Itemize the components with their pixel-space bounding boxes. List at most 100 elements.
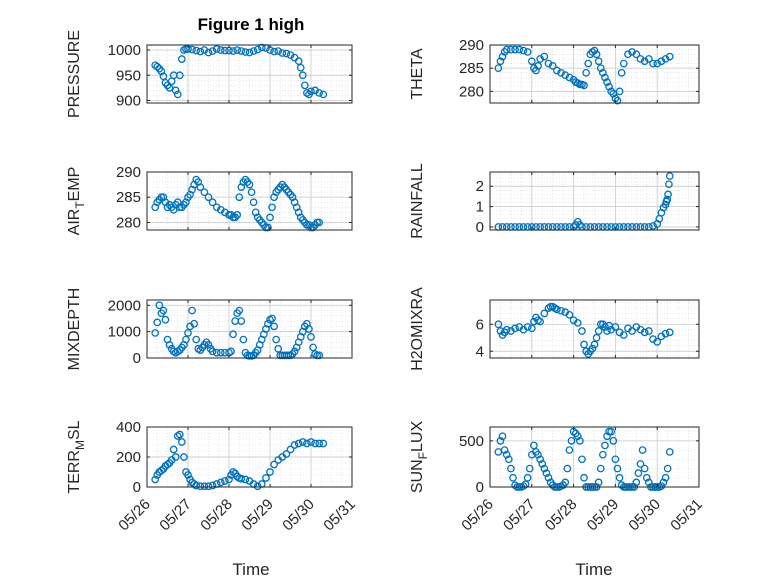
axes-box: [146, 171, 353, 231]
theta-data-point: [665, 52, 674, 61]
sunflux-data-point: [536, 455, 545, 464]
x-tick-label: 05/26: [115, 496, 154, 535]
h2omixra-data-point: [527, 324, 536, 333]
y-tick-label: 0: [476, 479, 484, 496]
mixdepth-data-point: [192, 335, 201, 344]
sunflux-data-point: [500, 446, 509, 454]
theta-data-point: [523, 48, 532, 56]
h2omixra-data-point: [511, 324, 519, 333]
air_temp-data-point: [245, 180, 254, 189]
pressure-data-point: [153, 62, 162, 71]
sunflux-data-point: [580, 473, 588, 482]
h2omixra-data-point: [557, 306, 565, 315]
sunflux-data-point: [542, 469, 551, 478]
air_temp-data-point: [235, 193, 244, 202]
sunflux-data-point: [507, 464, 515, 473]
theta-data-point: [632, 50, 641, 59]
pressure-data-point: [315, 89, 324, 97]
theta-y-axis-label: THETA: [409, 48, 426, 100]
mixdepth-data-point: [315, 351, 324, 360]
y-tick-label: 1000: [108, 324, 141, 341]
theta-data-point: [649, 59, 657, 68]
pressure-data-point: [274, 47, 283, 55]
mixdepth-data-point: [264, 319, 272, 328]
theta-data-point: [599, 68, 607, 77]
sunflux-data-point: [573, 432, 582, 441]
mixdepth-data-point: [155, 301, 164, 310]
y-tick-label: 290: [459, 37, 484, 54]
sunflux-data-point: [578, 455, 586, 464]
pressure-data-point: [249, 47, 258, 55]
pressure-data-point: [319, 90, 328, 99]
sunflux-data-point: [613, 464, 622, 473]
mixdepth-panel: 0 1000 2000 MIXDEPTH: [66, 288, 353, 370]
pressure-data-point: [300, 81, 309, 90]
sunflux-data-point: [534, 450, 542, 459]
air_temp-data-point: [204, 193, 213, 202]
terr_msl-data-point: [270, 460, 278, 469]
pressure-data-point: [245, 48, 254, 57]
terr_msl-data-point: [221, 477, 229, 485]
mixdepth-data-point: [270, 322, 278, 331]
terr_msl-data-point: [233, 472, 242, 481]
x-tick-label: 05/30: [279, 496, 318, 535]
h2omixra-data-point: [653, 337, 662, 346]
theta-data-point: [553, 66, 561, 75]
h2omixra-data-point: [640, 328, 649, 337]
terr_msl-y-axis-label: TERRMSL: [66, 420, 87, 493]
theta-data-point: [617, 68, 626, 77]
sunflux-data-point: [565, 446, 574, 454]
h2omixra-data-point: [644, 327, 653, 335]
terr_msl-data-point: [151, 475, 160, 484]
sunflux-panel: 0 500 SUNFLUX 05/26 05/27 05/28 05/29 05/30 05/3…: [409, 421, 706, 535]
rainfall-data-point: [661, 200, 670, 209]
y-tick-label: 0: [133, 350, 141, 367]
theta-data-point: [653, 59, 662, 68]
mixdepth-data-point: [184, 329, 192, 337]
sunflux-data-point: [615, 473, 624, 482]
sunflux-data-point: [596, 464, 605, 473]
air_temp-data-point: [200, 188, 209, 197]
terr_msl-data-point: [208, 481, 217, 490]
sunflux-data-point: [594, 478, 603, 487]
theta-data-point: [613, 96, 622, 105]
mixdepth-data-point: [229, 330, 237, 339]
sunflux-data-point: [509, 473, 517, 482]
h2omixra-data-point: [619, 331, 628, 339]
sunflux-data-point: [607, 427, 616, 436]
terr_msl-data-point: [178, 438, 186, 446]
theta-data-point: [530, 64, 538, 73]
terr_msl-data-point: [290, 441, 299, 449]
terr_msl-data-point: [196, 482, 205, 491]
mixdepth-data-point: [151, 329, 160, 337]
sunflux-data-point: [659, 478, 668, 487]
y-tick-label: 0: [133, 479, 141, 496]
h2omixra-data-point: [661, 329, 670, 338]
mixdepth-data-point: [268, 314, 276, 323]
pressure-data-point: [257, 43, 266, 52]
theta-data-point: [496, 57, 505, 66]
plot-background: [147, 300, 352, 358]
theta-data-point: [603, 78, 611, 86]
h2omixra-data-point: [588, 344, 597, 353]
sunflux-data-point: [603, 432, 611, 441]
x-tick-label: 05/29: [584, 496, 623, 535]
terr_msl-data-point: [307, 438, 315, 446]
sunflux-data-point: [561, 478, 570, 487]
theta-data-point: [615, 87, 624, 96]
sunflux-data-point: [498, 432, 507, 441]
x-tick-label: 05/26: [458, 496, 497, 535]
theta-data-point: [502, 45, 511, 54]
sunflux-data-point: [642, 473, 651, 482]
h2omixra-data-point: [553, 305, 561, 314]
theta-data-point: [661, 55, 670, 63]
air_temp-data-point: [264, 223, 272, 232]
sunflux-data-point: [601, 441, 609, 450]
terr_msl-data-point: [225, 475, 233, 484]
air_temp-data-point: [268, 203, 276, 212]
terr_msl-data-point: [253, 482, 262, 491]
air-temp-panel: 280 285 290 AIRTEMP: [66, 164, 353, 235]
theta-data-point: [644, 55, 653, 63]
h2omixra-data-point: [590, 340, 599, 349]
sunflux-data-point: [634, 469, 643, 478]
